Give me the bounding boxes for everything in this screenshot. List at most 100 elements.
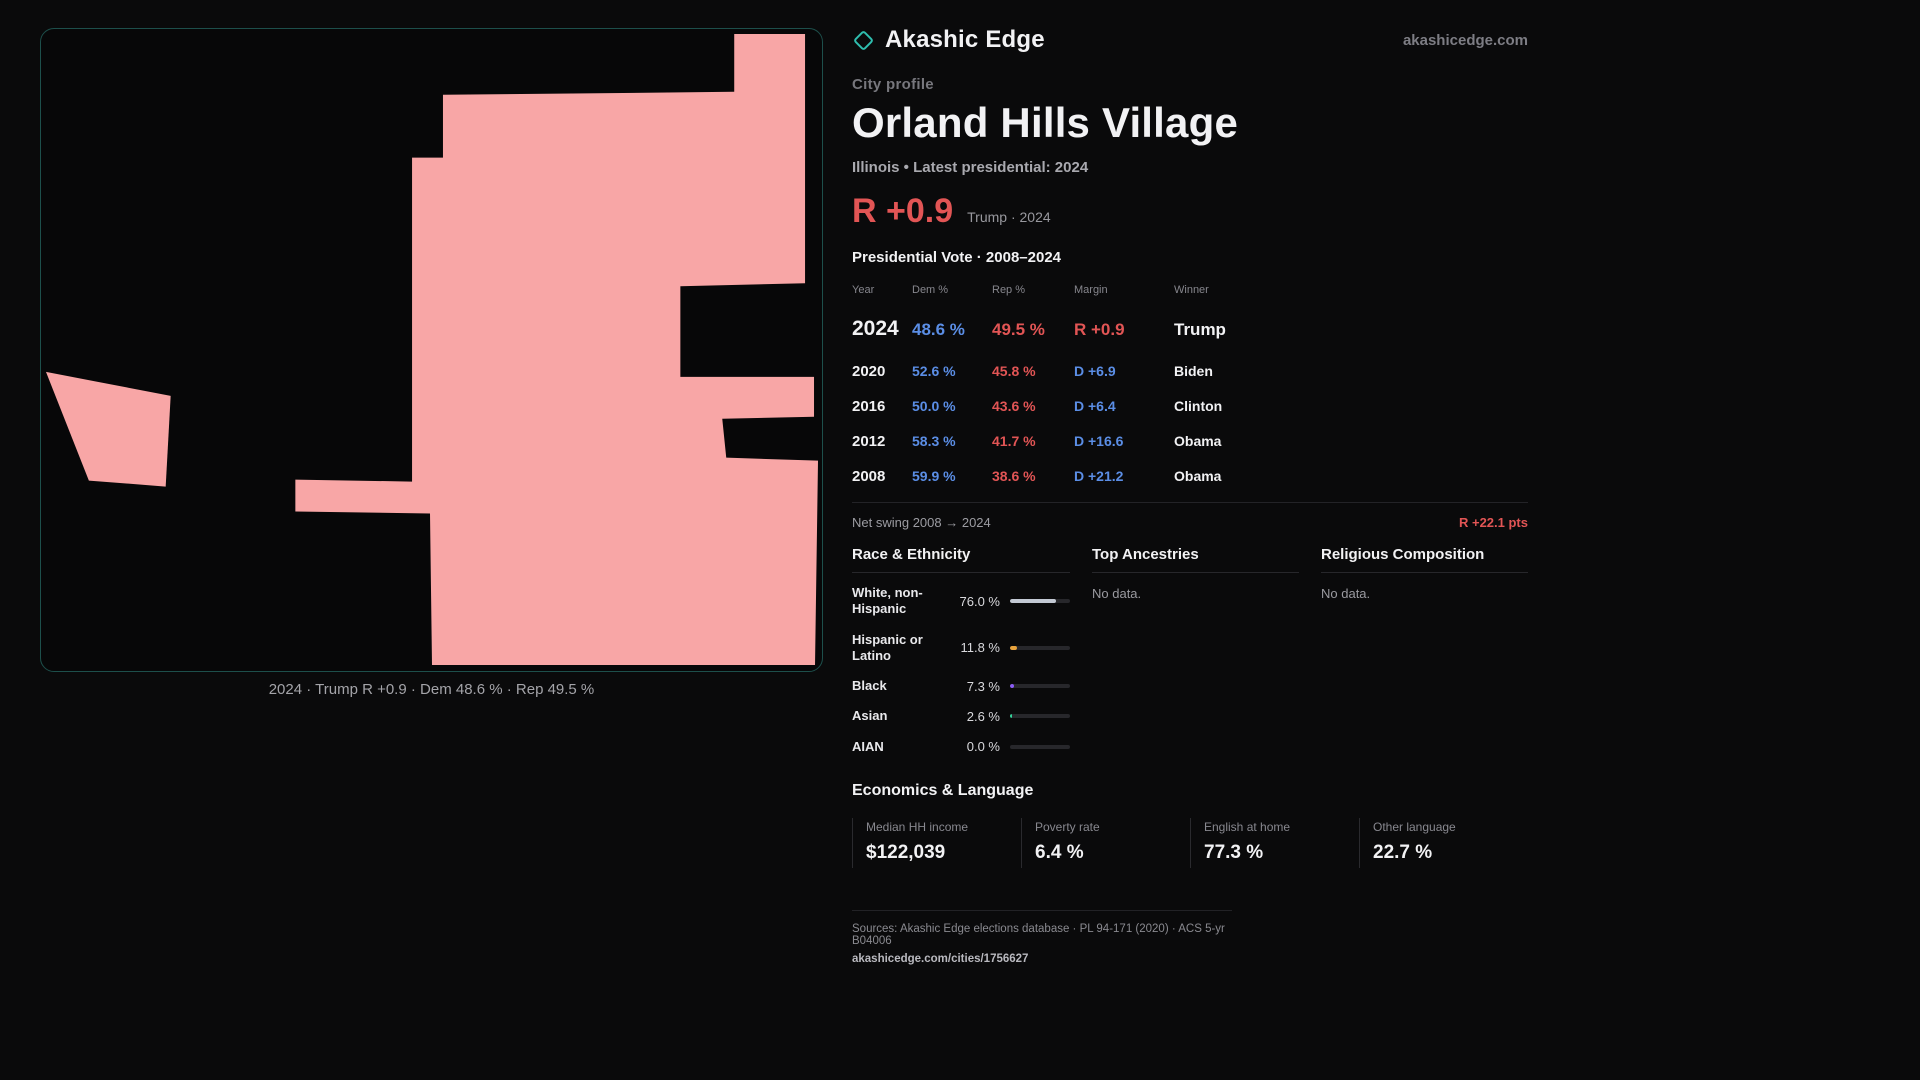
race-bar-fill — [1010, 714, 1012, 719]
race-bar — [1010, 714, 1070, 719]
row-dem: 48.6 % — [912, 320, 965, 339]
net-swing-row: Net swing 2008 → 2024 R +22.1 pts — [852, 502, 1528, 530]
row-year: 2020 — [852, 363, 886, 380]
race-bar-fill — [1010, 599, 1056, 604]
brand-diamond-icon — [852, 29, 875, 51]
row-margin: D +6.4 — [1074, 398, 1116, 414]
row-dem: 50.0 % — [912, 398, 956, 414]
race-value: 0.0 % — [966, 739, 1000, 755]
row-rep: 49.5 % — [992, 320, 1045, 339]
table-row: 2012 58.3 % 41.7 % D +16.6 Obama — [852, 424, 1528, 459]
brand-domain-link[interactable]: akashicedge.com — [1402, 31, 1528, 49]
footer: Sources: Akashic Edge elections database… — [852, 909, 1232, 967]
net-swing-value: R +22.1 pts — [1458, 515, 1528, 530]
row-year: 2024 — [852, 317, 899, 340]
row-margin: D +6.9 — [1074, 363, 1116, 379]
race-bar — [1010, 744, 1070, 749]
row-margin: D +21.2 — [1074, 468, 1124, 484]
sources-text: Sources: Akashic Edge elections database… — [852, 922, 1225, 947]
race-bar — [1010, 684, 1070, 689]
headline-margin: R +0.9 — [852, 192, 954, 230]
race-bar — [1010, 645, 1070, 650]
row-margin: D +16.6 — [1074, 433, 1124, 449]
race-label: White, non-Hispanic — [852, 585, 923, 617]
brand-name: Akashic Edge — [885, 26, 1045, 53]
race-value: 7.3 % — [966, 678, 1000, 694]
race-label: Black — [852, 678, 887, 693]
race-value: 76.0 % — [959, 593, 1000, 609]
table-row: 2020 52.6 % 45.8 % D +6.9 Biden — [852, 354, 1528, 389]
stat-card: Poverty rate 6.4 % — [1021, 817, 1190, 868]
row-rep: 45.8 % — [992, 363, 1036, 379]
table-row: 2016 50.0 % 43.6 % D +6.4 Clinton — [852, 389, 1528, 424]
stat-card: Median HH income $122,039 — [852, 817, 1021, 868]
row-rep: 41.7 % — [992, 433, 1036, 449]
race-label: Hispanic or Latino — [852, 631, 923, 663]
list-item: Hispanic or Latino 11.8 % — [852, 625, 1070, 672]
list-item: White, non-Hispanic 76.0 % — [852, 573, 1070, 625]
stat-label: English at home — [1204, 819, 1291, 834]
col-winner: Winner — [1174, 284, 1209, 296]
city-page-link[interactable]: akashicedge.com/cities/1756627 — [852, 952, 1029, 965]
race-value: 11.8 % — [960, 640, 1000, 656]
kicker-city-profile: City profile — [852, 76, 934, 93]
race-ethnicity-title: Race & Ethnicity — [852, 546, 1070, 573]
row-year: 2012 — [852, 433, 886, 450]
list-item: Asian 2.6 % — [852, 701, 1070, 731]
vote-table: Year Dem % Rep % Margin Winner 2024 48.6… — [852, 278, 1528, 494]
stat-card: English at home 77.3 % — [1190, 817, 1359, 868]
race-label: AIAN — [852, 738, 884, 754]
row-year: 2016 — [852, 398, 886, 415]
stat-label: Other language — [1373, 819, 1456, 834]
header: Akashic Edge akashicedge.com — [852, 26, 1528, 54]
stat-value: 22.7 % — [1373, 841, 1433, 863]
row-winner: Obama — [1174, 468, 1222, 484]
city-shape-main — [295, 33, 819, 666]
col-margin: Margin — [1074, 284, 1108, 296]
city-map-panel — [40, 28, 823, 672]
race-bar-fill — [1010, 684, 1015, 689]
vote-table-header: Year Dem % Rep % Margin Winner — [852, 278, 1528, 306]
list-item: AIAN 0.0 % — [852, 732, 1070, 762]
net-swing-label: Net swing 2008 → 2024 — [852, 515, 991, 530]
race-bar-fill — [1010, 645, 1018, 650]
stat-value: 77.3 % — [1204, 841, 1264, 863]
no-data-text: No data. — [1321, 586, 1371, 601]
race-label: Asian — [852, 708, 888, 724]
top-ancestries-column: Top Ancestries No data. — [1092, 546, 1299, 762]
stat-label: Median HH income — [866, 819, 969, 834]
row-year: 2008 — [852, 468, 886, 485]
stat-label: Poverty rate — [1035, 819, 1100, 834]
row-winner: Biden — [1174, 363, 1213, 379]
race-ethnicity-column: Race & Ethnicity White, non-Hispanic 76.… — [852, 546, 1070, 762]
row-winner: Clinton — [1174, 398, 1223, 414]
row-winner: Trump — [1174, 320, 1226, 339]
religious-composition-title: Religious Composition — [1321, 546, 1528, 573]
headline-detail: Trump · 2024 — [967, 209, 1051, 225]
row-rep: 43.6 % — [992, 398, 1036, 414]
row-dem: 52.6 % — [912, 363, 956, 379]
page-title: Orland Hills Village — [852, 99, 1239, 146]
row-margin: R +0.9 — [1074, 320, 1125, 339]
map-caption: 2024 · Trump R +0.9 · Dem 48.6 % · Rep 4… — [268, 681, 595, 698]
subtitle: Illinois • Latest presidential: 2024 — [852, 159, 1089, 176]
vote-table-title: Presidential Vote · 2008–2024 — [852, 249, 1062, 266]
table-row: 2024 48.6 % 49.5 % R +0.9 Trump — [852, 306, 1528, 354]
economics-title: Economics & Language — [852, 781, 1034, 799]
row-winner: Obama — [1174, 433, 1222, 449]
stat-card: Other language 22.7 % — [1359, 817, 1528, 868]
race-bar — [1010, 599, 1070, 604]
row-dem: 58.3 % — [912, 433, 956, 449]
col-dem: Dem % — [912, 284, 949, 296]
top-ancestries-title: Top Ancestries — [1092, 546, 1299, 573]
stat-value: $122,039 — [866, 841, 946, 863]
religious-composition-column: Religious Composition No data. — [1321, 546, 1528, 762]
row-rep: 38.6 % — [992, 468, 1036, 484]
table-row: 2008 59.9 % 38.6 % D +21.2 Obama — [852, 459, 1528, 494]
headline-result: R +0.9 Trump · 2024 — [852, 192, 1528, 231]
no-data-text: No data. — [1092, 586, 1142, 601]
col-rep: Rep % — [992, 284, 1026, 296]
demographics-section: Race & Ethnicity White, non-Hispanic 76.… — [852, 546, 1528, 762]
col-year: Year — [852, 284, 875, 296]
city-shape-west — [45, 371, 171, 487]
